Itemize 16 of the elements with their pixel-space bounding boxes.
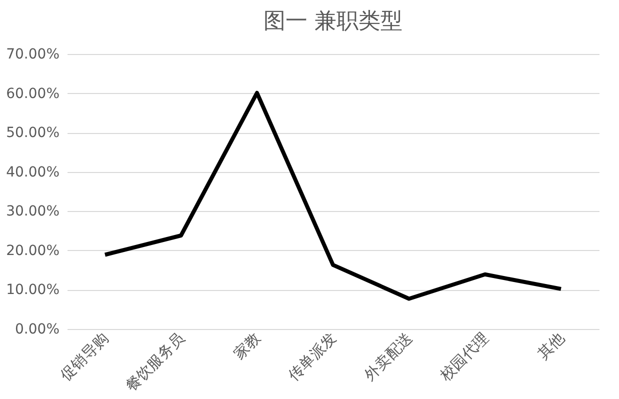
y-tick-label: 70.00%: [6, 46, 60, 62]
y-tick-label: 60.00%: [6, 86, 60, 102]
y-tick-label: 40.00%: [6, 164, 60, 180]
y-tick-label: 0.00%: [15, 322, 60, 338]
x-tick-label: 外卖配送: [360, 329, 416, 384]
line-series: [103, 90, 563, 301]
x-tick-label: 其他: [534, 329, 568, 364]
x-tick-label: 餐饮服务员: [122, 329, 188, 395]
chart-title: 图一 兼职类型: [264, 9, 402, 34]
y-tick-label: 20.00%: [6, 242, 60, 259]
x-tick-label: 校园代理: [436, 329, 492, 385]
y-tick-label: 30.00%: [6, 204, 60, 220]
x-tick-label: 家教: [230, 329, 264, 364]
y-tick-label: 50.00%: [6, 125, 60, 142]
x-tick-label: 传单派发: [284, 329, 340, 384]
y-tick-label: 10.00%: [6, 282, 60, 298]
